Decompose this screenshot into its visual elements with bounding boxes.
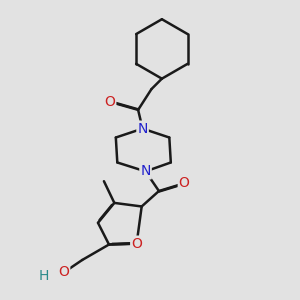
Text: O: O <box>104 95 115 109</box>
Text: H: H <box>38 269 49 283</box>
Text: O: O <box>131 237 142 250</box>
Text: N: N <box>137 122 148 136</box>
Text: O: O <box>179 176 190 190</box>
Text: O: O <box>58 266 69 280</box>
Text: N: N <box>140 164 151 178</box>
